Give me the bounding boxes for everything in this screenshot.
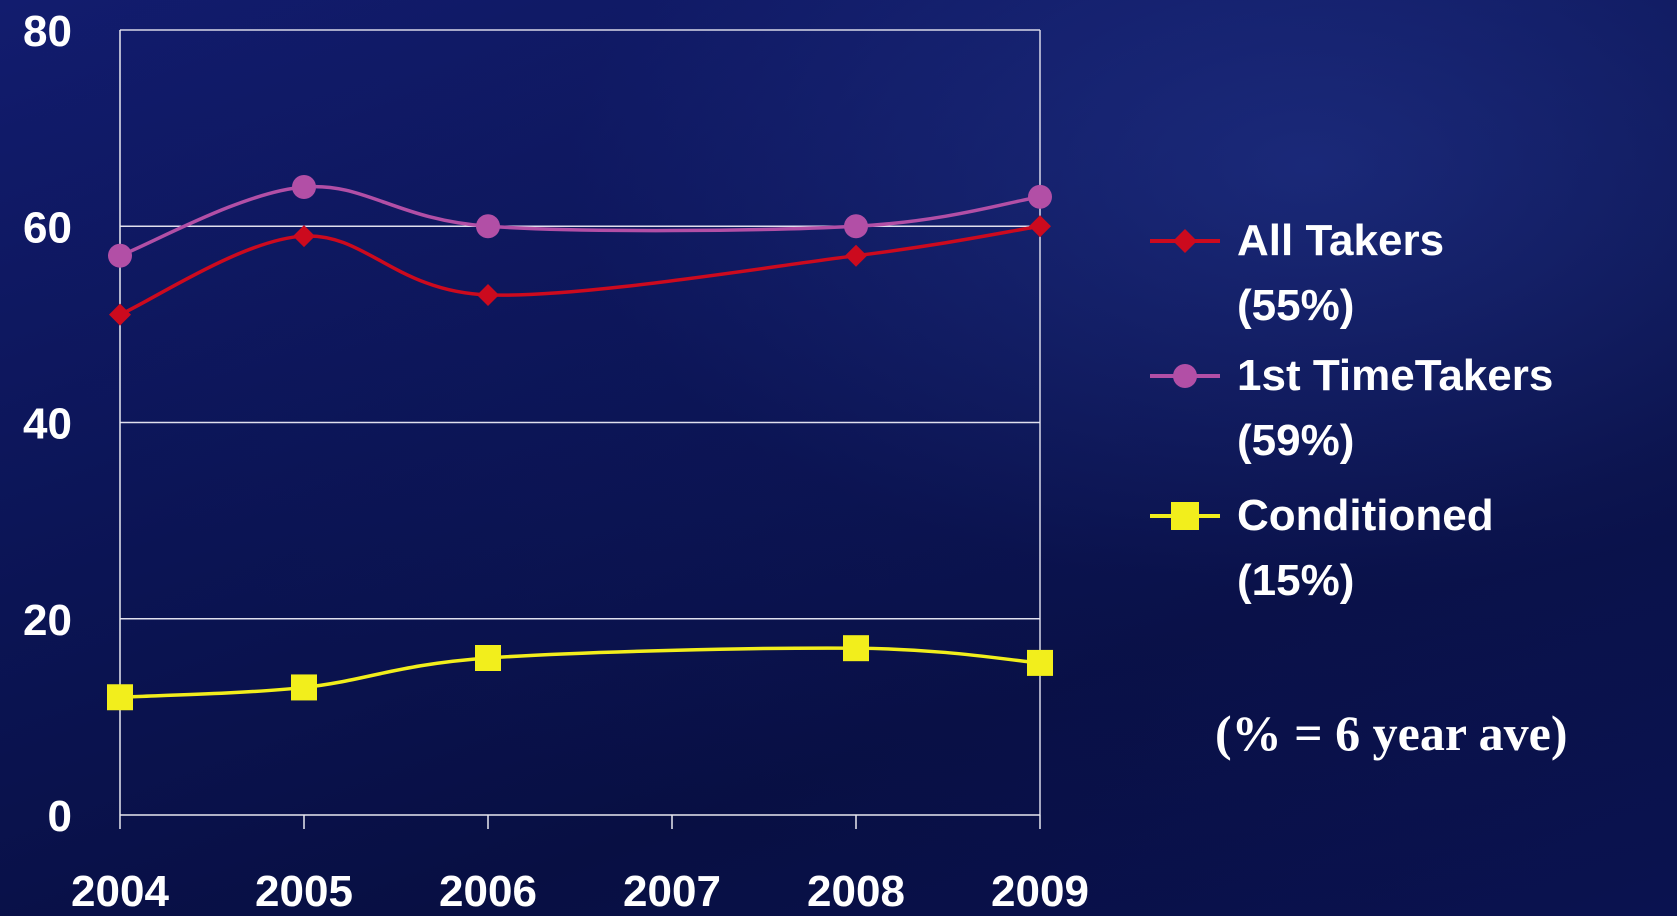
axes: 0 20 40 60 80 2004 2005 2006 2007 2008 2009 [23, 7, 1089, 916]
legend-marker-conditioned [1171, 502, 1199, 530]
legend-label-1st-timetakers: 1st TimeTakers [1237, 351, 1553, 400]
data-point-1st-timetakers [292, 175, 316, 199]
data-point-conditioned [1027, 649, 1053, 676]
data-point-all-takers [109, 303, 131, 326]
x-tick-label: 2004 [71, 867, 169, 916]
gridlines [120, 29, 1041, 815]
annotation-note: (% = 6 year ave) [1215, 705, 1567, 761]
legend-percent-conditioned: (15%) [1237, 556, 1354, 605]
data-point-all-takers [293, 225, 315, 248]
data-point-conditioned [107, 684, 133, 711]
x-tick-label: 2008 [807, 867, 905, 916]
x-tick-label: 2005 [255, 867, 353, 916]
legend-label-conditioned: Conditioned [1237, 491, 1494, 540]
data-point-all-takers [845, 244, 867, 267]
y-tick-label: 60 [23, 203, 72, 252]
legend-percent-all-takers: (55%) [1237, 281, 1354, 330]
series-line-conditioned [119, 646, 1041, 699]
x-tick-label: 2009 [991, 867, 1089, 916]
legend-percent-1st-timetakers: (59%) [1237, 416, 1354, 465]
data-point-1st-timetakers [476, 214, 500, 239]
data-point-conditioned [291, 674, 317, 701]
x-tick-label: 2006 [439, 867, 537, 916]
data-point-conditioned [843, 635, 869, 662]
legend-marker-1st-timetakers [1173, 364, 1197, 388]
legend: All Takers (55%) 1st TimeTakers (59%) Condit… [1150, 216, 1553, 605]
y-tick-label: 20 [23, 596, 72, 645]
data-point-1st-timetakers [1028, 184, 1052, 209]
series-line-all-takers [119, 224, 1041, 317]
data-point-conditioned [475, 645, 501, 671]
legend-label-all-takers: All Takers [1237, 216, 1444, 265]
y-tick-label: 40 [23, 400, 72, 449]
data-point-1st-timetakers [844, 214, 868, 239]
y-tick-label: 80 [23, 7, 72, 56]
series-lines [107, 175, 1053, 711]
data-point-all-takers [477, 283, 499, 306]
data-point-1st-timetakers [108, 243, 132, 268]
legend-marker-all-takers [1173, 229, 1197, 253]
data-point-all-takers [1029, 215, 1051, 238]
series-line-1st-timetakers [119, 184, 1041, 258]
x-tick-label: 2007 [623, 867, 721, 916]
y-tick-label: 0 [48, 792, 72, 841]
